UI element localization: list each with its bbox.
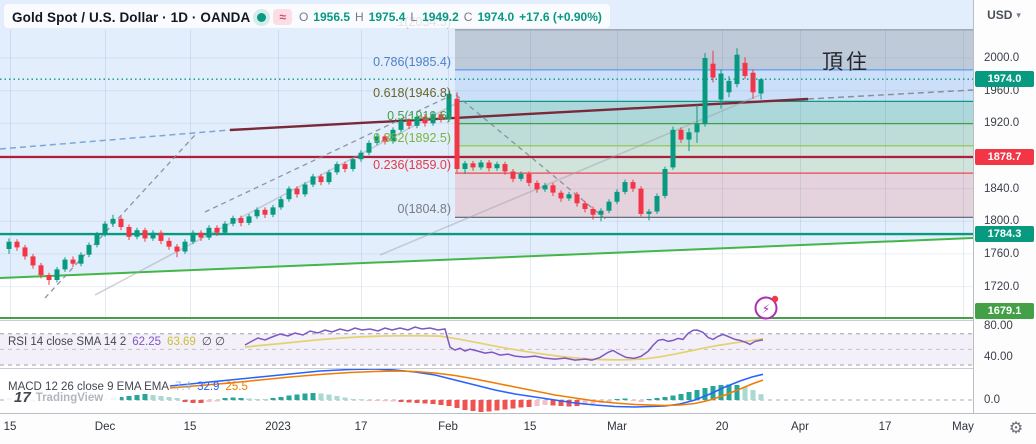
trend-line[interactable]: [204, 95, 451, 213]
fib-level-label: 0.786(1985.4): [373, 54, 451, 69]
macd-label[interactable]: MACD 12 26 close 9 EMA EMA: [8, 381, 170, 393]
date-label: Apr: [791, 421, 809, 433]
price-badge: 1878.7: [975, 149, 1034, 166]
date-label: 15: [523, 421, 537, 433]
chevron-down-icon: ▾: [1016, 9, 1021, 20]
tradingview-logo-icon: 17: [14, 389, 31, 406]
price-tick-label: 0.0: [984, 394, 1000, 406]
price-pane[interactable]: [0, 0, 973, 412]
open-value: 1956.5: [313, 10, 350, 24]
price-tick-label: 1720.0: [984, 280, 1020, 293]
fib-band: [455, 173, 973, 218]
date-label: 15: [3, 421, 17, 433]
date-label: 2023: [265, 421, 291, 433]
macd-pane[interactable]: [0, 369, 973, 412]
market-status-dot: [257, 12, 267, 22]
macd-legend[interactable]: MACD 12 26 close 9 EMA EMA 7.4 32.9 25.5: [8, 381, 248, 393]
date-label: Feb: [438, 421, 458, 433]
rsi-sma-line: [244, 334, 764, 361]
price-tick-label: 40.00: [984, 351, 1013, 364]
date-label: Mar: [607, 421, 627, 433]
trend-line[interactable]: [807, 89, 973, 100]
macd-hist-value: 7.4: [175, 381, 192, 393]
currency-selector[interactable]: USD ▾: [976, 8, 1032, 22]
low-value: 1949.2: [422, 10, 459, 24]
macd-line: [169, 369, 764, 408]
time-axis[interactable]: 15 Dec 15 2023 17 Feb 15 Mar 20 Apr 17 May: [0, 413, 1036, 444]
price-badge: 1679.1: [975, 303, 1034, 319]
alert-dot: [771, 295, 779, 303]
price-tick-label: 2000.0: [984, 52, 1020, 64]
lightning-icon: ⚡: [762, 302, 770, 316]
flash-alert-icon[interactable]: ⚡: [751, 293, 783, 323]
rsi-pane[interactable]: [0, 326, 973, 366]
rsi-label[interactable]: RSI 14 close SMA 14 2: [8, 336, 127, 348]
fib-level-label: 0.5(1919.6): [387, 108, 451, 123]
close-value: 1974.0: [477, 10, 515, 24]
macd-line-value: 32.9: [197, 381, 220, 393]
date-label: Dec: [94, 421, 116, 433]
tradingview-logo-text: TradingView: [35, 391, 104, 404]
trend-line[interactable]: [229, 97, 809, 132]
price-tick-label: 1840.0: [984, 182, 1020, 195]
rsi-line: [244, 326, 764, 361]
legend-backdrop: [4, 4, 610, 28]
date-label: 15: [183, 421, 197, 433]
pane-separators[interactable]: [0, 320, 973, 369]
price-badge: 1974.0: [975, 71, 1034, 88]
gear-icon[interactable]: ⚙: [1008, 420, 1024, 437]
low-label: L: [410, 10, 418, 24]
fib-level-label: 0.382(1892.5): [373, 130, 451, 145]
high-value: 1975.4: [368, 10, 406, 24]
high-label: H: [355, 10, 364, 24]
trend-line[interactable]: [44, 134, 196, 299]
price-tick-label: 1960.0: [984, 84, 1020, 97]
price-axis[interactable]: [973, 0, 1036, 413]
open-label: O: [298, 10, 309, 24]
trend-line[interactable]: [0, 129, 231, 150]
drawing-text-annotation[interactable]: 頂住: [822, 51, 870, 74]
symbol-legend[interactable]: Gold Spot / U.S. Dollar · 1D · OANDA ≈ O…: [12, 7, 602, 27]
date-label: 20: [715, 421, 729, 433]
macd-signal-value: 25.5: [225, 381, 248, 393]
price-tick-label: 1800.0: [984, 215, 1020, 228]
rsi-band: [0, 333, 973, 365]
trend-line[interactable]: [0, 237, 973, 279]
date-label: 17: [354, 421, 368, 433]
fib-band: [455, 145, 973, 174]
price-tick-label: 1760.0: [984, 247, 1020, 260]
fib-band: [455, 123, 973, 146]
fib-band: [455, 29, 973, 70]
fib-level-label: 0.236(1859.0): [373, 158, 451, 173]
date-label: May: [952, 421, 974, 433]
symbol-title[interactable]: Gold Spot / U.S. Dollar · 1D · OANDA: [12, 9, 251, 25]
rsi-empty-params: ∅ ∅: [201, 336, 226, 348]
date-label: 17: [878, 421, 892, 433]
rsi-legend[interactable]: RSI 14 close SMA 14 2 62.25 63.69 ∅ ∅: [8, 334, 225, 348]
price-tick-label: 1920.0: [984, 117, 1020, 130]
fib-level-label: 0(1804.8): [397, 202, 451, 217]
fib-band: [455, 101, 973, 124]
price-tick-label: 80.00: [984, 320, 1013, 332]
fib-level-label: 0.618(1946.8): [373, 86, 451, 101]
currency-label: USD: [987, 8, 1013, 22]
rsi-value: 62.25: [132, 336, 162, 348]
change-value: +17.6 (+0.90%): [519, 10, 602, 24]
trend-line[interactable]: [455, 94, 609, 222]
macd-signal-line: [169, 370, 764, 407]
ohlc-values: O 1956.5 H 1975.4 L 1949.2 C 1974.0 +17.6 (+…: [299, 10, 602, 24]
candles: [6, 48, 764, 285]
price-badge: 1784.3: [975, 226, 1034, 243]
approx-badge: ≈: [273, 9, 292, 25]
tradingview-watermark: 17 TradingView: [6, 385, 120, 410]
close-label: C: [463, 10, 473, 24]
rsi-sma-value: 63.69: [167, 336, 196, 348]
